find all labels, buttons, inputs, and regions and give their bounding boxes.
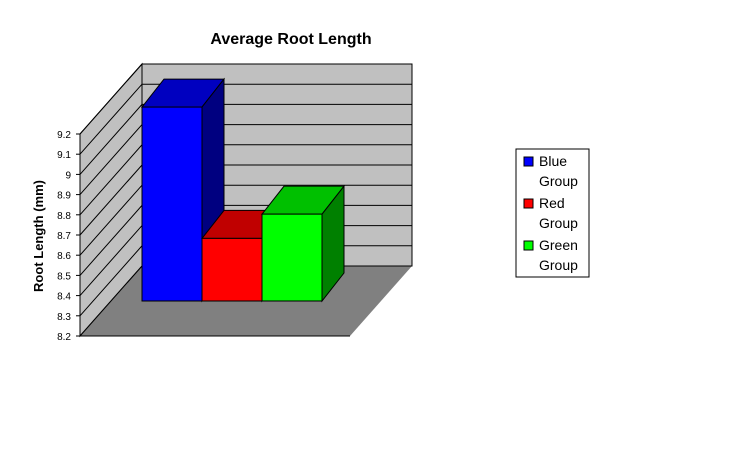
y-tick-label-7: 8.9 [57, 191, 71, 202]
legend: Blue Group Red Group Green Group [515, 148, 590, 278]
legend-label-blue-2: Group [539, 173, 578, 189]
y-tick-label-9: 9.1 [57, 150, 71, 161]
y-tick-label-3: 8.5 [57, 271, 71, 282]
legend-item-blue: Blue Group [523, 153, 578, 189]
y-axis: 8.2 8.3 8.4 8.5 8.6 8.7 8.8 8.9 9 9.1 9.2 [57, 130, 80, 343]
gridline-10 [79, 63, 412, 135]
legend-swatch-green [523, 240, 534, 251]
legend-label-green-2: Group [539, 257, 578, 273]
y-tick-label-10: 9.2 [57, 130, 71, 141]
y-tick-label-2: 8.4 [57, 292, 71, 303]
legend-item-red: Red Group [523, 195, 578, 231]
legend-label-red-1: Red [539, 195, 565, 211]
bars [140, 77, 346, 303]
y-tick-label-4: 8.6 [57, 251, 71, 262]
legend-swatch-red [523, 198, 534, 209]
y-tick-label-0: 8.2 [57, 332, 71, 343]
bar-front-2 [261, 213, 323, 302]
legend-label-green-1: Green [539, 237, 578, 253]
gridline-9 [79, 83, 412, 155]
y-tick-label-5: 8.7 [57, 231, 71, 242]
bar-front-1 [201, 237, 263, 302]
bar-2 [260, 184, 346, 303]
chart-title: Average Root Length [210, 31, 371, 48]
gridline-8 [79, 103, 412, 175]
legend-item-green: Green Group [523, 237, 578, 273]
legend-box [515, 148, 590, 278]
legend-label-red-2: Group [539, 215, 578, 231]
legend-swatch-blue [523, 156, 534, 167]
bar-front-0 [141, 106, 203, 302]
y-axis-label: Root Length (mm) [31, 180, 46, 292]
bar-0 [140, 77, 226, 303]
y-tick-label-8: 9 [65, 170, 71, 181]
y-tick-label-6: 8.8 [57, 211, 71, 222]
y-tick-label-1: 8.3 [57, 312, 71, 323]
legend-label-blue-1: Blue [539, 153, 567, 169]
